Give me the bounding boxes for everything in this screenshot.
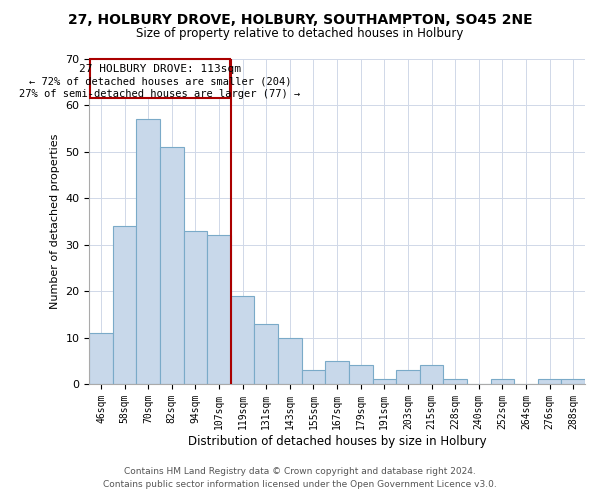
Bar bbox=[538, 380, 562, 384]
Bar bbox=[136, 120, 160, 384]
Bar bbox=[302, 370, 325, 384]
Bar bbox=[562, 380, 585, 384]
Bar bbox=[373, 380, 396, 384]
Bar bbox=[91, 59, 230, 98]
Bar bbox=[420, 366, 443, 384]
Bar bbox=[184, 231, 207, 384]
Bar bbox=[89, 333, 113, 384]
Text: Size of property relative to detached houses in Holbury: Size of property relative to detached ho… bbox=[136, 28, 464, 40]
Bar bbox=[349, 366, 373, 384]
Bar bbox=[254, 324, 278, 384]
Text: Contains HM Land Registry data © Crown copyright and database right 2024.
Contai: Contains HM Land Registry data © Crown c… bbox=[103, 468, 497, 489]
Text: 27% of semi-detached houses are larger (77) →: 27% of semi-detached houses are larger (… bbox=[19, 89, 301, 99]
Bar bbox=[207, 236, 231, 384]
Bar bbox=[231, 296, 254, 384]
Y-axis label: Number of detached properties: Number of detached properties bbox=[50, 134, 60, 309]
Bar bbox=[160, 147, 184, 384]
Bar bbox=[396, 370, 420, 384]
X-axis label: Distribution of detached houses by size in Holbury: Distribution of detached houses by size … bbox=[188, 434, 487, 448]
Bar bbox=[491, 380, 514, 384]
Text: ← 72% of detached houses are smaller (204): ← 72% of detached houses are smaller (20… bbox=[29, 76, 291, 86]
Bar bbox=[278, 338, 302, 384]
Bar bbox=[443, 380, 467, 384]
Bar bbox=[113, 226, 136, 384]
Bar bbox=[325, 361, 349, 384]
Text: 27, HOLBURY DROVE, HOLBURY, SOUTHAMPTON, SO45 2NE: 27, HOLBURY DROVE, HOLBURY, SOUTHAMPTON,… bbox=[68, 12, 532, 26]
Text: 27 HOLBURY DROVE: 113sqm: 27 HOLBURY DROVE: 113sqm bbox=[79, 64, 241, 74]
